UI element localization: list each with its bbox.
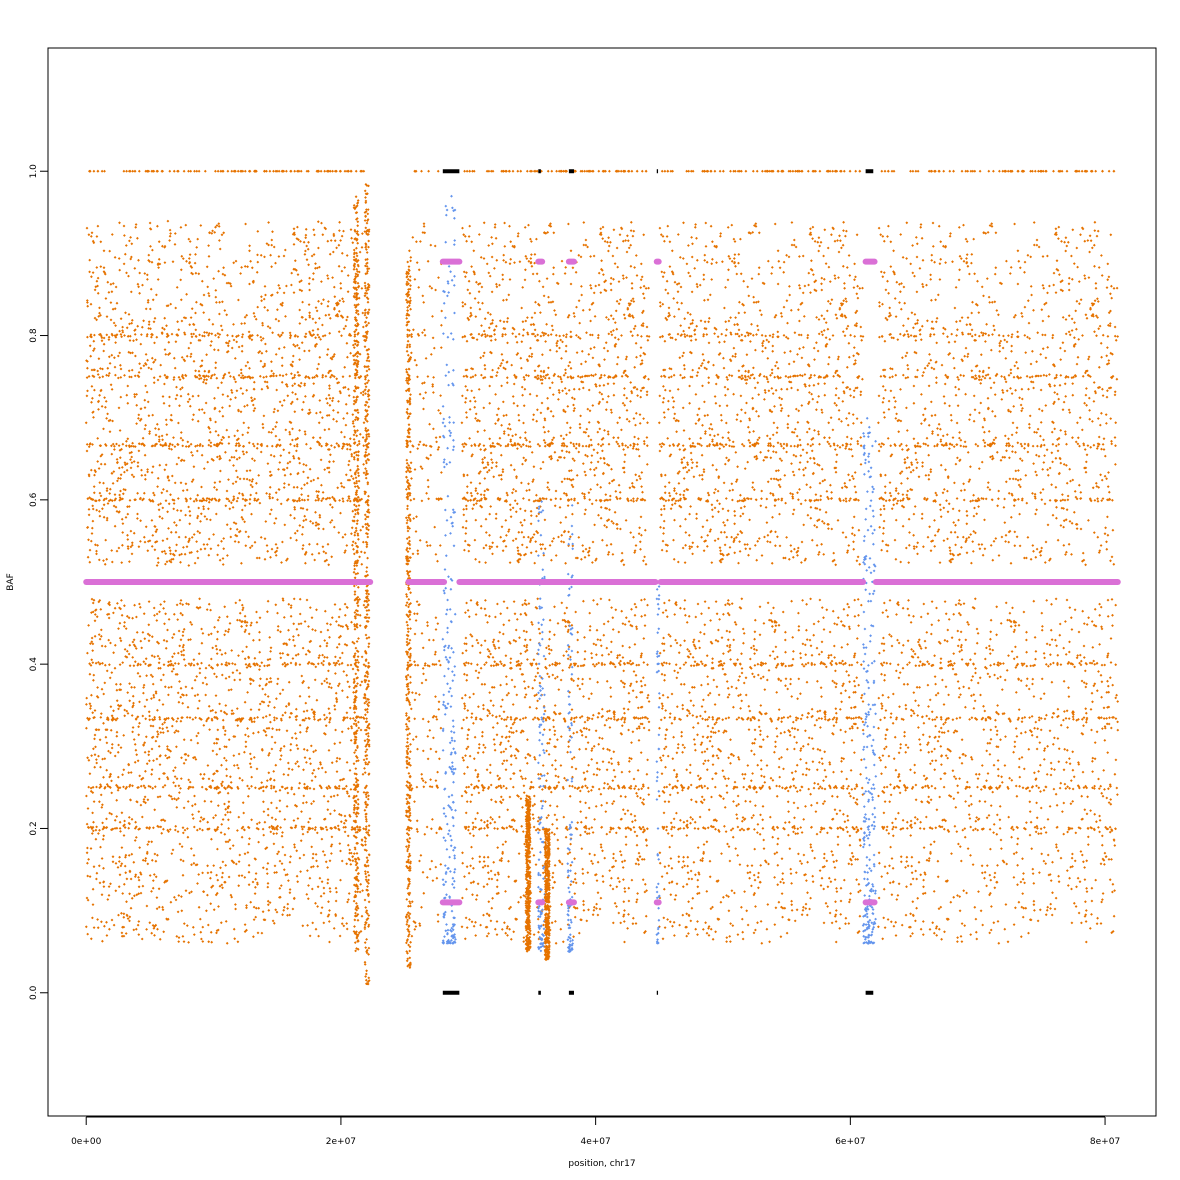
- x-tick-label: 8e+07: [1090, 1137, 1120, 1147]
- y-tick-label: 0.0: [29, 985, 39, 1000]
- y-tick-label: 0.8: [29, 328, 39, 343]
- homozygous-points: [442, 169, 874, 995]
- y-axis-title: BAF: [6, 573, 16, 591]
- y-tick-label: 0.4: [29, 657, 39, 672]
- y-tick-label: 1.0: [29, 164, 39, 179]
- x-tick-label: 6e+07: [835, 1137, 865, 1147]
- y-tick-label: 0.2: [29, 821, 39, 835]
- segments: [83, 258, 1121, 906]
- y-axis: 0.0 0.2 0.4 0.6 0.8 1.0: [29, 164, 49, 1000]
- x-axis-title: position, chr17: [568, 1159, 635, 1169]
- x-axis: 0e+00 2e+07 4e+07 6e+07 8e+07: [71, 1116, 1120, 1147]
- x-tick-label: 2e+07: [326, 1137, 356, 1147]
- x-tick-label: 0e+00: [71, 1137, 102, 1147]
- x-tick-label: 4e+07: [580, 1137, 610, 1147]
- y-tick-label: 0.6: [29, 492, 39, 507]
